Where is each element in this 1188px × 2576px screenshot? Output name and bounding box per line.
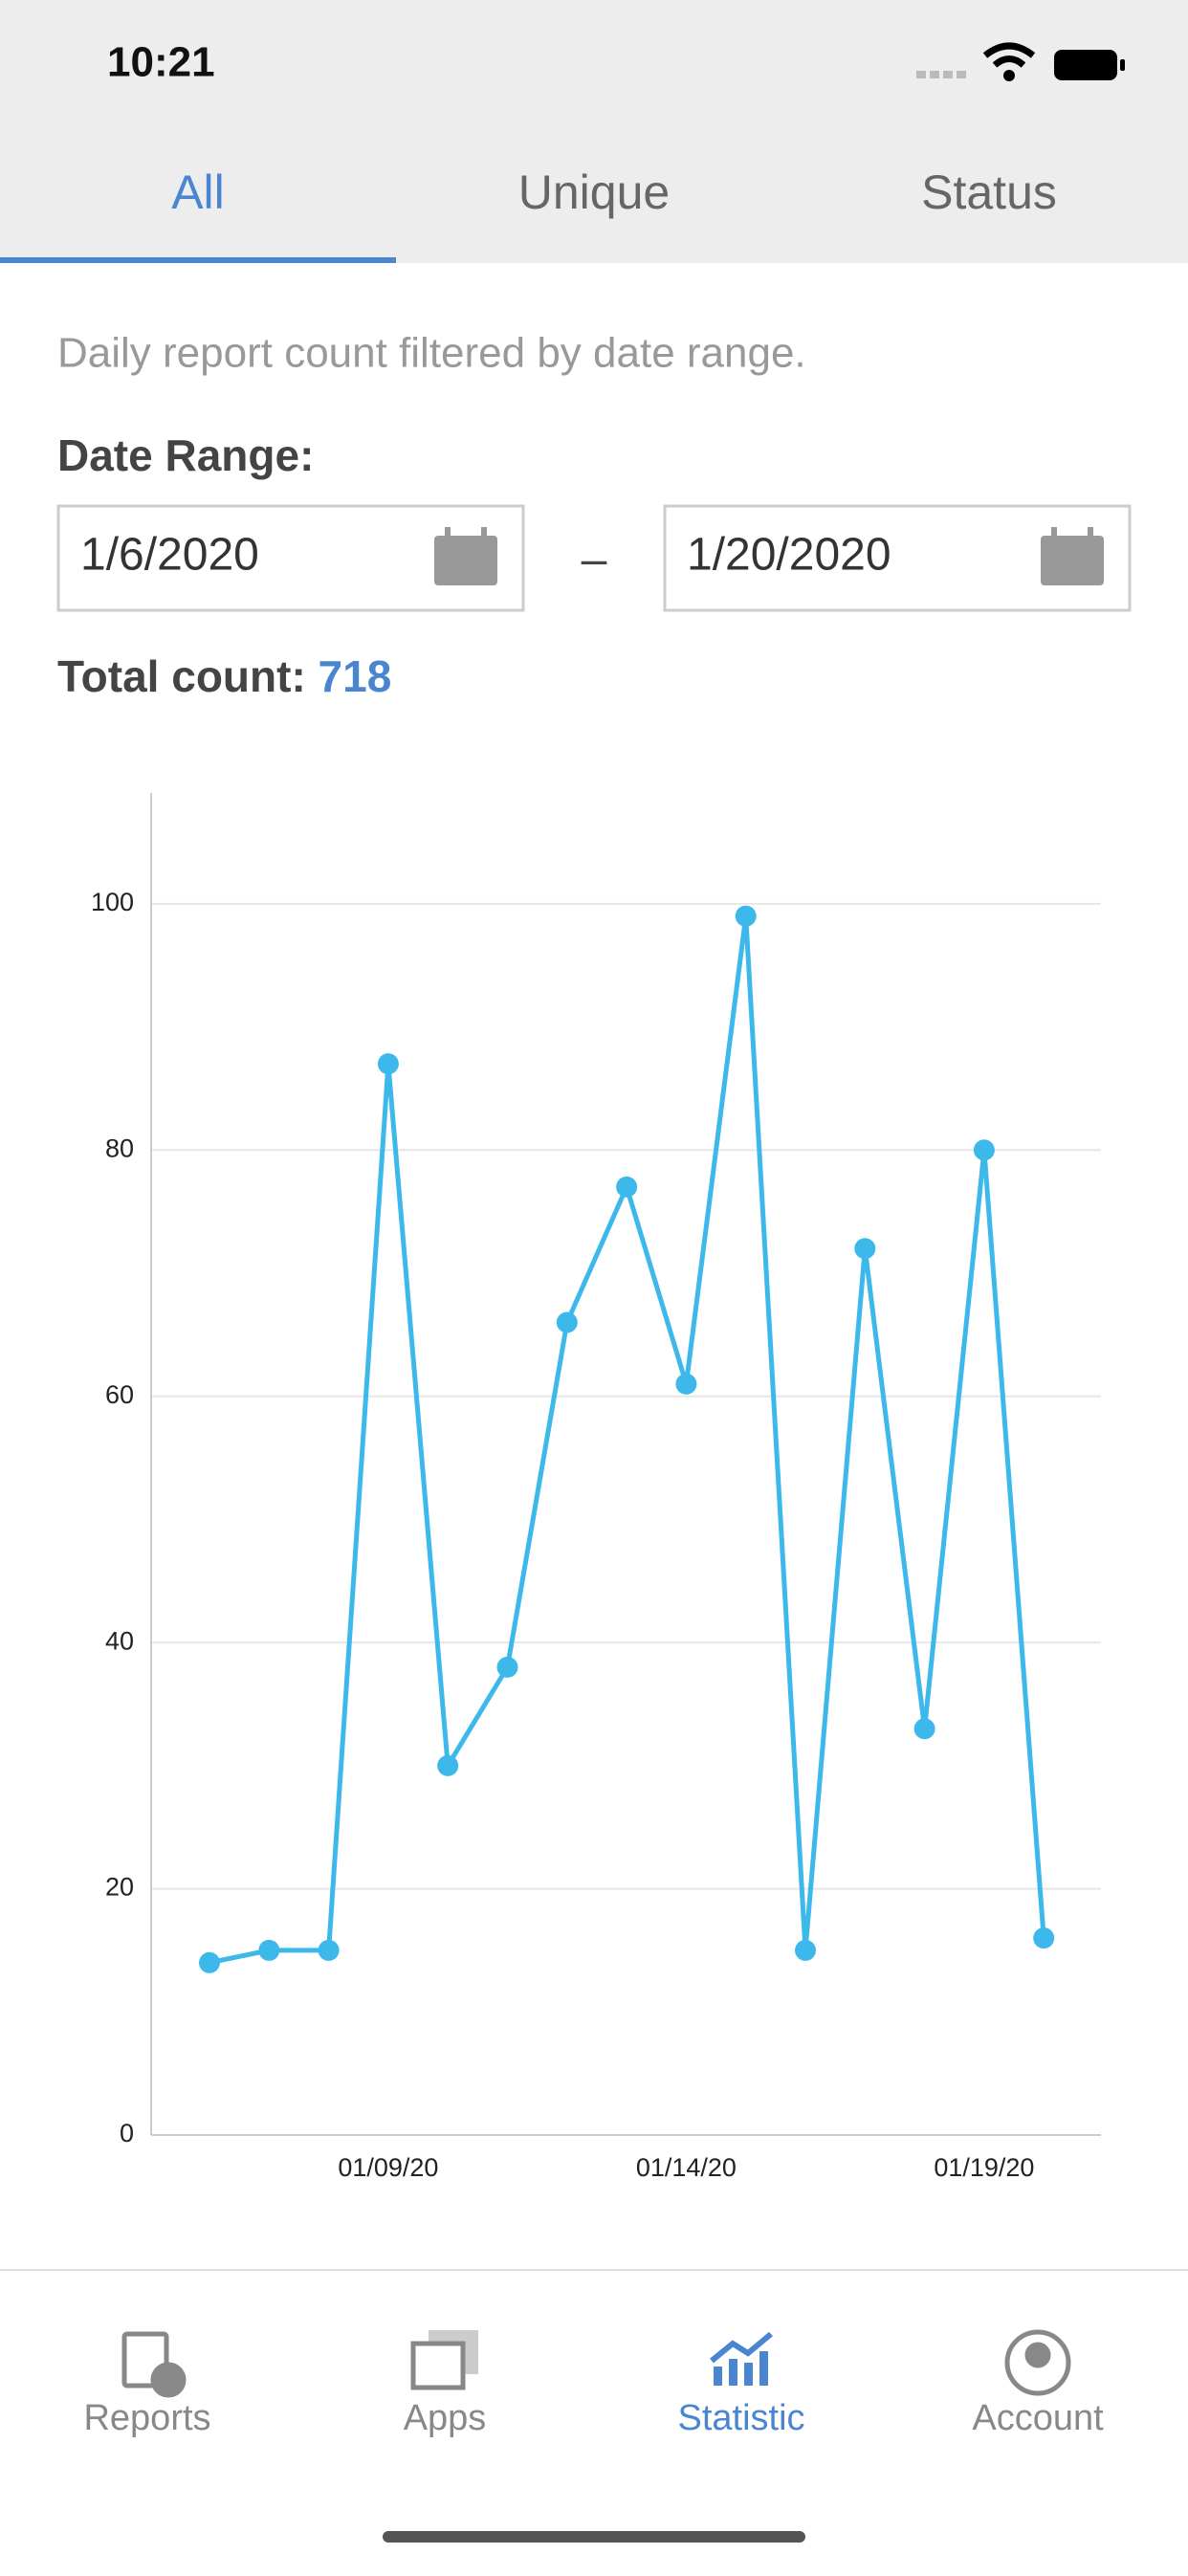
y-tick-label: 80 [105,1134,134,1162]
point [973,1139,995,1161]
header-bg [0,0,1188,263]
tab[interactable]: All [171,165,225,219]
description: Daily report count filtered by date rang… [57,330,806,377]
calendar-icon[interactable] [434,527,497,585]
tab-indicator [0,257,396,263]
status-time: 10:21 [107,39,215,86]
battery [1054,50,1117,80]
y-tick-label: 0 [120,2119,134,2147]
date-separator: – [582,535,607,585]
y-tick-label: 60 [105,1380,134,1409]
y-tick-label: 20 [105,1873,134,1902]
date-range-label: Date Range: [57,430,314,480]
point [318,1939,340,1961]
nav-label[interactable]: Apps [404,2398,487,2438]
statistic-icon[interactable] [710,2331,773,2386]
date-end: 1/20/2020 [687,530,891,581]
y-tick-label: 40 [105,1626,134,1655]
wifi [982,42,1036,68]
apps-icon[interactable] [410,2330,478,2390]
point [913,1718,935,1740]
total-label: Total count: [57,651,306,701]
battery-cap [1120,59,1125,71]
point [437,1754,459,1776]
x-tick-label: 01/09/20 [338,2153,438,2182]
calendar-icon[interactable] [1041,527,1104,585]
home-indicator [383,2531,805,2543]
tab[interactable]: Unique [518,165,670,219]
total-value: 718 [319,651,392,701]
nav-label[interactable]: Reports [83,2398,210,2438]
point [199,1951,220,1973]
point [496,1656,518,1678]
wifi-dot [1003,70,1015,81]
y-tick-label: 100 [91,888,134,916]
line [209,915,1046,1966]
nav-label[interactable]: Account [972,2398,1104,2438]
reports-icon[interactable] [121,2331,187,2398]
x-tick-label: 01/19/20 [934,2153,1034,2182]
point [616,1176,638,1198]
signal [916,71,966,78]
point [735,905,757,927]
point [854,1238,876,1260]
nav-label[interactable]: Statistic [677,2398,804,2438]
point [675,1373,697,1395]
x-tick-label: 01/14/20 [636,2153,737,2182]
tab[interactable]: Status [921,165,1057,219]
point [258,1939,280,1961]
account-icon[interactable] [1004,2329,1071,2396]
total-count: Total count: 718 [57,651,391,701]
date-start: 1/6/2020 [80,530,259,581]
chart: 0 20 40 60 80 100 01/09/20 01/14/20 01/19/20 [91,793,1101,2182]
point [377,1053,399,1075]
point [1033,1927,1055,1949]
point [795,1939,816,1961]
point [556,1311,578,1333]
